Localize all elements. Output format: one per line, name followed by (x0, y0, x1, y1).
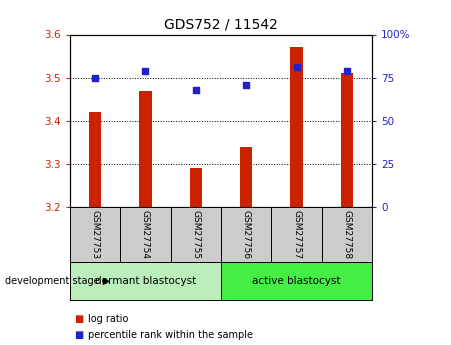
Text: GSM27757: GSM27757 (292, 210, 301, 259)
Text: ■: ■ (74, 330, 84, 339)
Point (92, 75, 99, 80)
Text: GSM27755: GSM27755 (191, 210, 200, 259)
Point (142, 68, 149, 73)
Text: percentile rank within the sample: percentile rank within the sample (88, 330, 253, 339)
Bar (322, 207, 372, 262)
Point (343, 68, 350, 73)
Text: GSM27756: GSM27756 (242, 210, 251, 259)
Text: active blastocyst: active blastocyst (252, 276, 341, 286)
Bar (139, 90, 152, 207)
Bar (240, 147, 253, 207)
Point (243, 82, 250, 87)
Bar (221, 262, 372, 300)
Text: GSM27758: GSM27758 (342, 210, 351, 259)
Bar (189, 168, 202, 207)
Text: ■: ■ (74, 314, 84, 324)
Bar (272, 207, 322, 262)
Text: dormant blastocyst: dormant blastocyst (95, 276, 196, 286)
Text: GSM27753: GSM27753 (91, 210, 100, 259)
Title: GDS752 / 11542: GDS752 / 11542 (164, 18, 278, 32)
Bar (221, 207, 272, 262)
Point (293, 65, 300, 70)
Text: development stage ▶: development stage ▶ (5, 276, 110, 286)
Text: GSM27754: GSM27754 (141, 210, 150, 259)
Bar (341, 73, 353, 207)
Text: log ratio: log ratio (88, 314, 129, 324)
Bar (70, 262, 221, 300)
Bar (120, 207, 170, 262)
Bar (290, 48, 303, 207)
Bar (89, 112, 101, 207)
Point (192, 87, 199, 92)
Bar (70, 207, 120, 262)
Bar (170, 207, 221, 262)
